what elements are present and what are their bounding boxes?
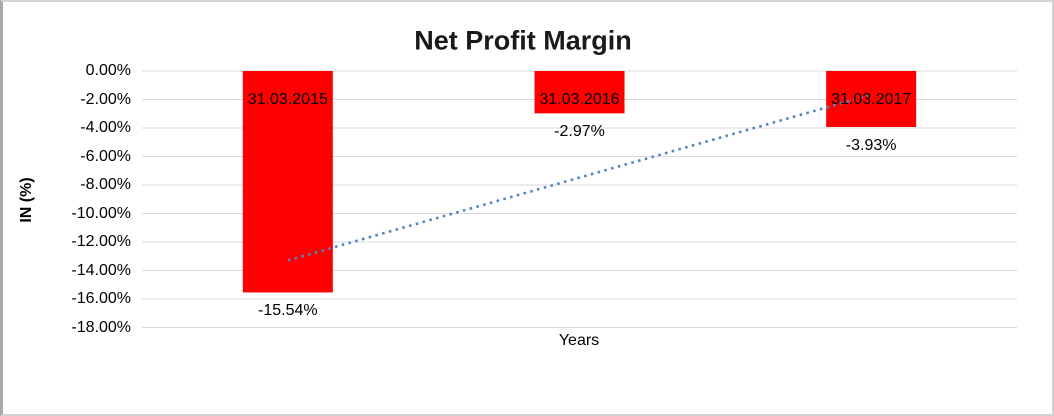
- bar: [242, 71, 333, 293]
- y-tick-label: -16.00%: [71, 290, 131, 307]
- category-label: 31.03.2017: [831, 91, 912, 108]
- category-label: 31.03.2016: [539, 91, 620, 108]
- y-tick-label: -10.00%: [71, 204, 131, 222]
- trendline: [287, 93, 872, 262]
- chart-title: Net Profit Margin: [414, 25, 632, 56]
- y-axis-title: IN (%): [18, 177, 35, 223]
- y-tick-label: -14.00%: [71, 261, 131, 279]
- x-axis-title: Years: [558, 332, 600, 349]
- bar: [826, 71, 917, 128]
- value-label: -3.93%: [845, 137, 897, 154]
- y-tick-label: -12.00%: [71, 233, 131, 250]
- y-tick-label: -4.00%: [80, 119, 131, 136]
- category-label: 31.03.2015: [247, 91, 328, 108]
- y-tick-label: -6.00%: [80, 147, 131, 165]
- value-label: -2.97%: [554, 123, 605, 141]
- value-label: -15.54%: [258, 302, 318, 320]
- y-tick-label: 0.00%: [85, 62, 131, 79]
- y-tick-label: -8.00%: [80, 176, 131, 193]
- bar: [534, 71, 625, 114]
- y-tick-label: -18.00%: [71, 318, 131, 336]
- y-tick-label: -2.00%: [80, 90, 131, 108]
